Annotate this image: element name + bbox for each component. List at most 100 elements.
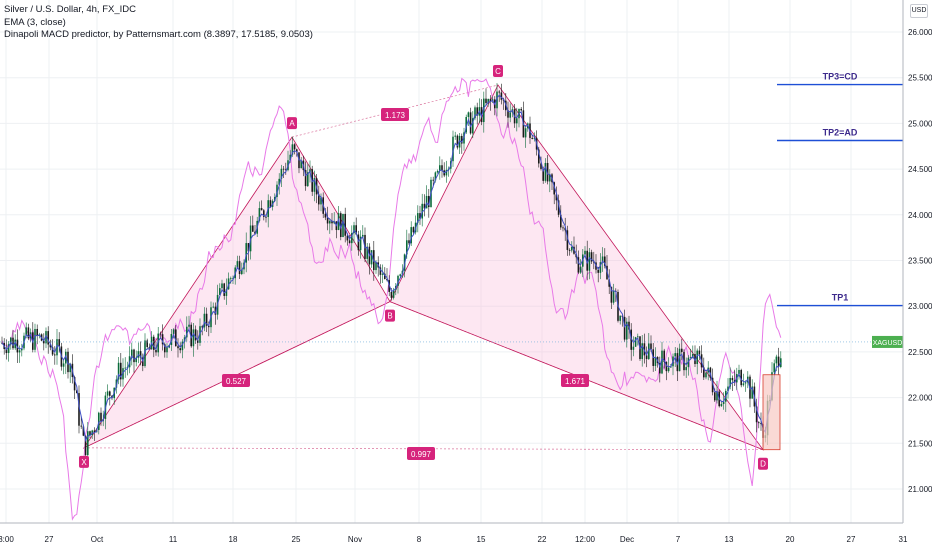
macd-indicator-label[interactable]: Dinapoli MACD predictor, by Patternsmart… (4, 29, 313, 40)
candle-body (399, 274, 401, 276)
candle-body (278, 178, 280, 185)
target-label-1: TP2=AD (823, 127, 858, 137)
point-label-a: A (289, 119, 295, 128)
candle-body (164, 344, 166, 353)
point-badge-a (287, 117, 297, 130)
candle-body (661, 350, 663, 374)
candle-body (47, 331, 49, 345)
ratio-label-3: 0.997 (411, 450, 432, 459)
candle-body (276, 184, 278, 198)
candle-body (212, 306, 214, 308)
candle-body (245, 243, 247, 263)
candle-body (353, 225, 355, 234)
time-tick-13: 13 (725, 535, 734, 544)
candle-body (282, 168, 285, 170)
candle-body (238, 261, 241, 275)
candle-body (692, 354, 694, 357)
candle-body (225, 289, 228, 296)
candle-body (362, 234, 364, 237)
candle-body (676, 353, 679, 372)
candle-body (637, 336, 639, 338)
candle-body (309, 169, 311, 173)
symbol-badge-label: XAGUSD (873, 340, 903, 347)
candle-body (604, 256, 606, 266)
ema-path (1, 94, 782, 443)
point-badge-d (758, 457, 768, 470)
candle-body (560, 214, 562, 228)
candle-body (78, 393, 80, 426)
ema-line (1, 94, 782, 443)
candle-body (188, 324, 190, 327)
candle-body (344, 213, 346, 236)
candle-body (483, 98, 485, 123)
candle-body (34, 328, 36, 350)
candle-body (648, 343, 650, 359)
candle-body (122, 368, 124, 380)
candle-body (641, 343, 643, 359)
ratio-badge-3 (407, 447, 435, 460)
ratio-badge-0 (222, 374, 250, 387)
candle-body (733, 380, 736, 383)
symbol-title[interactable]: Silver / U.S. Dollar, 4h, FX_IDC (4, 4, 136, 15)
candle-body (689, 356, 692, 358)
candle-body (542, 168, 544, 181)
candle-body (7, 344, 10, 354)
candle-body (236, 261, 239, 268)
candle-body (342, 213, 344, 238)
pattern-labels: X A B C D 0.527 1.173 1.671 0.997 (79, 65, 768, 470)
candle-body (166, 347, 168, 353)
candle-body (252, 225, 254, 232)
candle-body (355, 225, 357, 235)
candle-body (626, 321, 628, 340)
candle-body (685, 367, 687, 371)
candle-body (197, 340, 199, 343)
candle-body (577, 257, 580, 273)
ema-indicator-label[interactable]: EMA (3, close) (4, 16, 66, 28)
candle-body (564, 227, 566, 231)
candle-body (485, 98, 487, 103)
time-tick-10: 12:00 (575, 535, 596, 544)
candle-body (500, 92, 503, 100)
candle-body (329, 220, 331, 224)
candle-body (619, 315, 621, 321)
candle-body (10, 337, 12, 345)
candle-body (260, 208, 263, 211)
candle-body (628, 321, 630, 330)
candle-body (386, 279, 388, 281)
price-tick-8: 22.000 (908, 394, 932, 403)
point-label-d: D (760, 460, 766, 469)
candle-body (465, 117, 467, 133)
candle-body (221, 283, 223, 289)
candle-body (348, 240, 351, 244)
price-tick-9: 21.500 (908, 439, 932, 448)
candle-body (357, 234, 360, 251)
candle-body (452, 136, 454, 162)
candle-body (131, 349, 133, 357)
candle-body (540, 163, 542, 169)
candle-body (43, 340, 45, 344)
currency-button[interactable]: USD (910, 4, 928, 18)
candle-body (153, 336, 155, 350)
candle-body (696, 350, 698, 365)
candle-body (109, 391, 111, 396)
ratio-label-2: 1.671 (565, 377, 586, 386)
candle-body (533, 137, 536, 139)
time-tick-0: 3:00 (0, 535, 14, 544)
price-axis[interactable]: 26.000 25.500 25.000 24.500 24.000 23.500 23.0… (902, 0, 932, 550)
candle-body (742, 383, 745, 386)
candle-body (773, 363, 775, 373)
candle-body (665, 361, 668, 372)
candle-body (254, 231, 256, 234)
chart-legend: Silver / U.S. Dollar, 4h, FX_IDC EMA (3,… (4, 4, 313, 42)
candle-body (69, 363, 71, 373)
candle-body (384, 273, 386, 280)
time-tick-3: 11 (169, 535, 178, 544)
candle-body (562, 227, 564, 229)
candle-body (590, 252, 593, 262)
point-badge-x (79, 455, 89, 468)
candle-body (124, 367, 126, 369)
time-axis[interactable]: 3:00 27 Oct 11 18 25 Nov 8 15 22 12:00 Dec 7 13 20 27 31 (0, 522, 908, 544)
time-tick-16: 31 (899, 535, 908, 544)
candle-body (520, 108, 522, 111)
